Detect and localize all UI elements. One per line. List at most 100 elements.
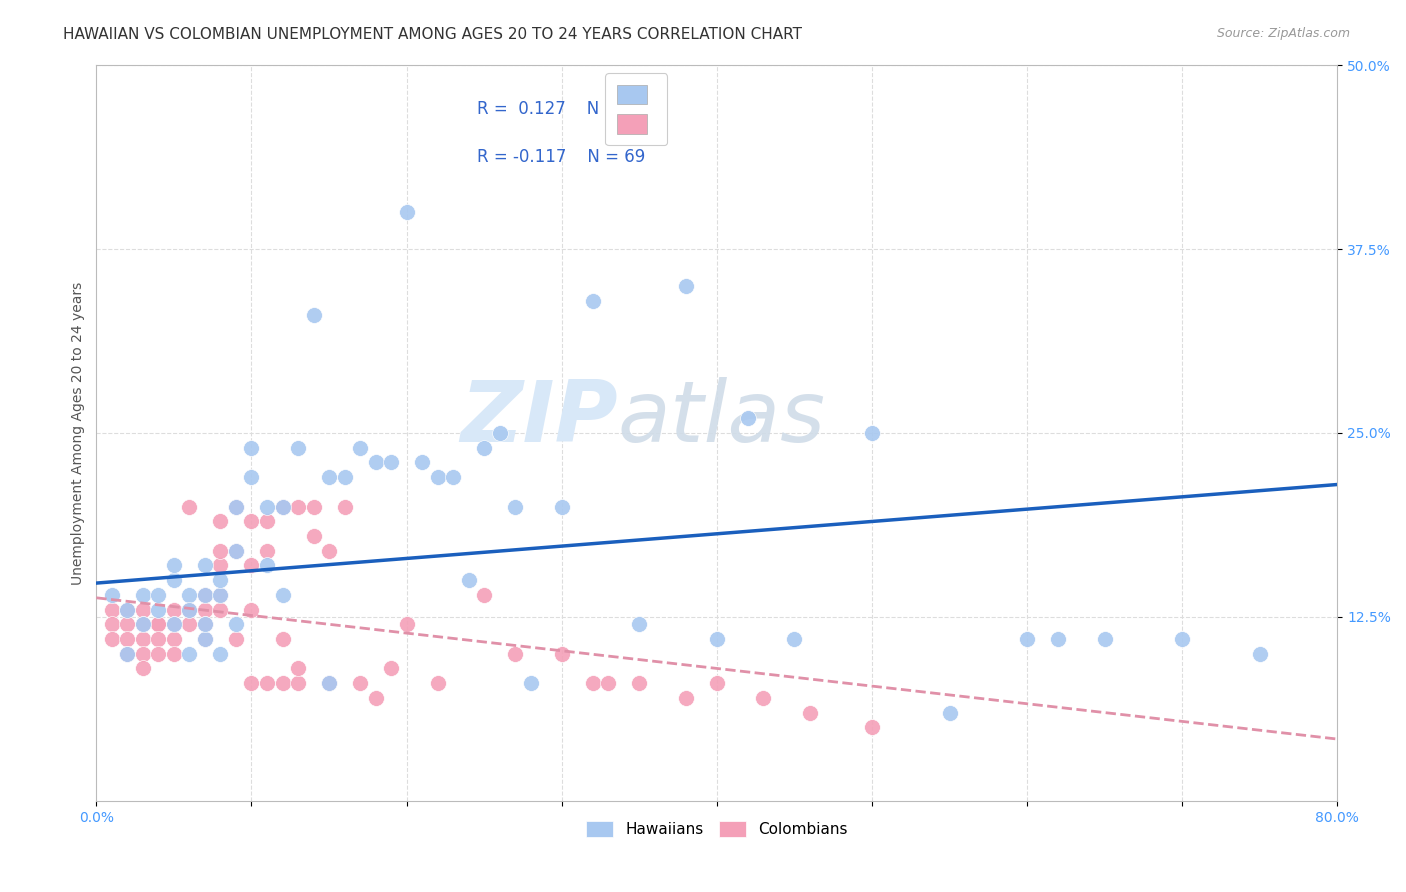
- Point: [148, 647, 170, 661]
- Point: [132, 632, 155, 646]
- Point: [163, 617, 186, 632]
- Point: [318, 543, 340, 558]
- Point: [551, 647, 574, 661]
- Point: [148, 632, 170, 646]
- Point: [860, 425, 883, 440]
- Point: [287, 441, 309, 455]
- Text: atlas: atlas: [617, 376, 825, 459]
- Point: [737, 411, 759, 425]
- Text: R = -0.117    N = 69: R = -0.117 N = 69: [478, 148, 645, 166]
- Point: [395, 617, 418, 632]
- Point: [783, 632, 806, 646]
- Point: [628, 617, 651, 632]
- Point: [1171, 632, 1194, 646]
- Point: [364, 690, 387, 705]
- Point: [457, 573, 479, 587]
- Point: [225, 500, 247, 514]
- Point: [302, 308, 325, 322]
- Text: HAWAIIAN VS COLOMBIAN UNEMPLOYMENT AMONG AGES 20 TO 24 YEARS CORRELATION CHART: HAWAIIAN VS COLOMBIAN UNEMPLOYMENT AMONG…: [63, 27, 803, 42]
- Point: [426, 470, 449, 484]
- Point: [364, 455, 387, 469]
- Y-axis label: Unemployment Among Ages 20 to 24 years: Unemployment Among Ages 20 to 24 years: [72, 281, 86, 584]
- Point: [194, 588, 217, 602]
- Point: [148, 602, 170, 616]
- Point: [179, 602, 201, 616]
- Point: [148, 588, 170, 602]
- Point: [333, 500, 356, 514]
- Point: [240, 514, 263, 528]
- Point: [1017, 632, 1039, 646]
- Point: [225, 543, 247, 558]
- Point: [628, 676, 651, 690]
- Point: [395, 205, 418, 219]
- Point: [675, 690, 697, 705]
- Point: [799, 706, 821, 720]
- Point: [101, 617, 124, 632]
- Point: [225, 632, 247, 646]
- Point: [163, 602, 186, 616]
- Point: [1094, 632, 1116, 646]
- Point: [194, 632, 217, 646]
- Point: [271, 500, 294, 514]
- Point: [132, 617, 155, 632]
- Point: [117, 632, 139, 646]
- Point: [302, 529, 325, 543]
- Point: [194, 617, 217, 632]
- Point: [163, 632, 186, 646]
- Point: [411, 455, 433, 469]
- Point: [132, 602, 155, 616]
- Point: [132, 661, 155, 675]
- Text: ZIP: ZIP: [460, 376, 617, 459]
- Point: [163, 558, 186, 573]
- Point: [117, 647, 139, 661]
- Point: [675, 278, 697, 293]
- Point: [938, 706, 960, 720]
- Point: [256, 558, 278, 573]
- Point: [209, 588, 232, 602]
- Point: [117, 647, 139, 661]
- Point: [472, 441, 495, 455]
- Point: [380, 455, 402, 469]
- Point: [209, 543, 232, 558]
- Point: [271, 632, 294, 646]
- Point: [194, 558, 217, 573]
- Point: [1047, 632, 1070, 646]
- Point: [271, 588, 294, 602]
- Point: [488, 425, 510, 440]
- Point: [441, 470, 464, 484]
- Point: [225, 500, 247, 514]
- Point: [179, 617, 201, 632]
- Point: [706, 632, 728, 646]
- Point: [117, 602, 139, 616]
- Point: [426, 676, 449, 690]
- Point: [163, 647, 186, 661]
- Point: [209, 514, 232, 528]
- Point: [287, 661, 309, 675]
- Point: [225, 617, 247, 632]
- Point: [240, 470, 263, 484]
- Point: [117, 617, 139, 632]
- Point: [503, 647, 526, 661]
- Point: [582, 293, 605, 308]
- Point: [519, 676, 541, 690]
- Point: [209, 588, 232, 602]
- Point: [148, 617, 170, 632]
- Point: [163, 573, 186, 587]
- Point: [101, 588, 124, 602]
- Point: [349, 676, 371, 690]
- Point: [582, 676, 605, 690]
- Point: [194, 617, 217, 632]
- Point: [225, 543, 247, 558]
- Point: [101, 632, 124, 646]
- Point: [209, 602, 232, 616]
- Point: [101, 602, 124, 616]
- Point: [318, 676, 340, 690]
- Point: [240, 558, 263, 573]
- Point: [287, 500, 309, 514]
- Point: [503, 500, 526, 514]
- Point: [209, 558, 232, 573]
- Point: [271, 676, 294, 690]
- Point: [194, 632, 217, 646]
- Point: [240, 441, 263, 455]
- Point: [598, 676, 620, 690]
